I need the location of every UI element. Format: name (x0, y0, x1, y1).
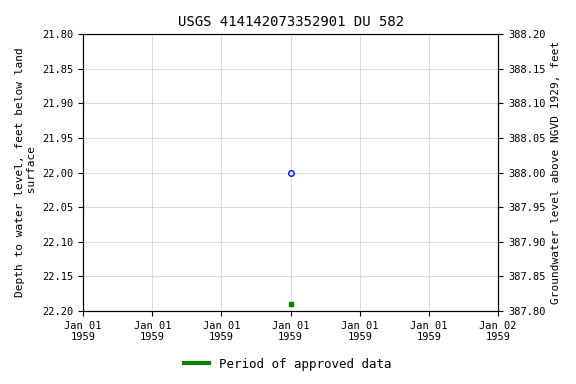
Y-axis label: Depth to water level, feet below land
 surface: Depth to water level, feet below land su… (15, 48, 37, 298)
Title: USGS 414142073352901 DU 582: USGS 414142073352901 DU 582 (177, 15, 404, 29)
Legend: Period of approved data: Period of approved data (179, 353, 397, 376)
Y-axis label: Groundwater level above NGVD 1929, feet: Groundwater level above NGVD 1929, feet (551, 41, 561, 304)
